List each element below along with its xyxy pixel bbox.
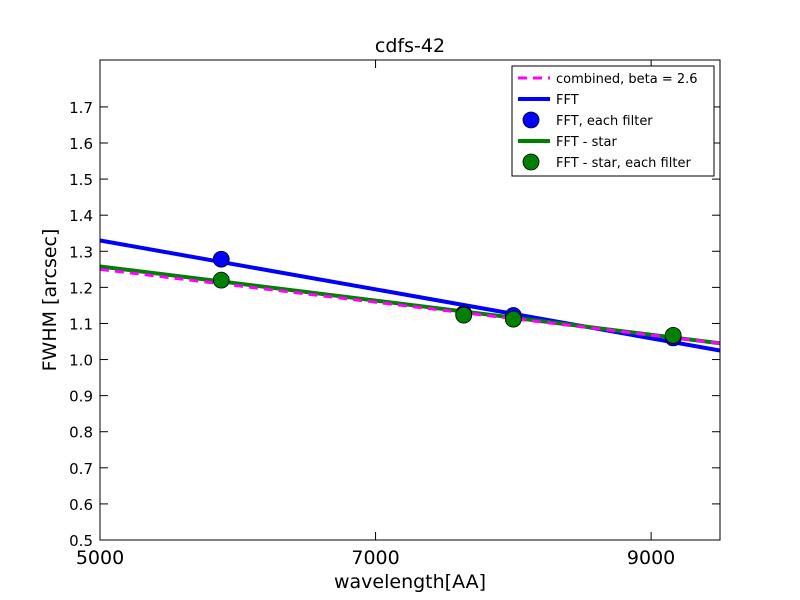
- y-tick-label: 1.2: [69, 279, 93, 297]
- y-tick-label: 1.4: [69, 207, 93, 225]
- series-4-point: [664, 326, 682, 344]
- series-4-point: [504, 310, 522, 328]
- x-axis-label: wavelength[AA]: [334, 571, 486, 593]
- y-tick-label: 1.1: [69, 315, 93, 333]
- series-4-point: [212, 271, 230, 289]
- legend-label-4: FFT - star, each filter: [556, 156, 691, 171]
- series-4-point: [455, 306, 473, 324]
- legend-label-0: combined, beta = 2.6: [556, 72, 698, 87]
- x-tick-label: 7000: [351, 547, 399, 569]
- legend-label-1: FFT: [556, 93, 579, 108]
- y-tick-label: 1.0: [69, 352, 93, 370]
- y-tick-label: 0.9: [69, 388, 93, 406]
- legend: combined, beta = 2.6 FFT FFT, each filter F…: [511, 65, 715, 177]
- x-axis: 5000 7000 9000: [76, 60, 675, 569]
- series-2-point: [212, 250, 230, 268]
- x-tick-label: 5000: [76, 547, 124, 569]
- y-tick-label: 0.8: [69, 424, 93, 442]
- y-tick-label: 0.7: [69, 460, 93, 478]
- legend-box: [511, 65, 715, 177]
- y-tick-label: 1.7: [69, 99, 93, 117]
- chart-title: cdfs-42: [375, 35, 445, 57]
- series-line-3: [100, 264, 720, 346]
- y-axis: 0.5 0.6 0.7 0.8 0.9 1.0 1.1 1.2 1.3 1.4 1.5 1.6 1.7: [69, 99, 720, 550]
- y-tick-label: 1.5: [69, 171, 93, 189]
- legend-swatch-4: [522, 153, 540, 171]
- plot-frame: [99, 59, 721, 541]
- legend-label-3: FFT - star: [556, 135, 617, 150]
- x-tick-label: 9000: [627, 547, 675, 569]
- y-tick-label: 0.5: [69, 532, 93, 550]
- y-tick-label: 1.6: [69, 135, 93, 153]
- legend-swatch-2: [522, 111, 540, 129]
- series-layer: [100, 238, 720, 353]
- y-tick-label: 0.6: [69, 496, 93, 514]
- y-tick-label: 1.3: [69, 243, 93, 261]
- y-axis-label: FWHM [arcsec]: [39, 229, 61, 372]
- legend-label-2: FFT, each filter: [556, 114, 653, 129]
